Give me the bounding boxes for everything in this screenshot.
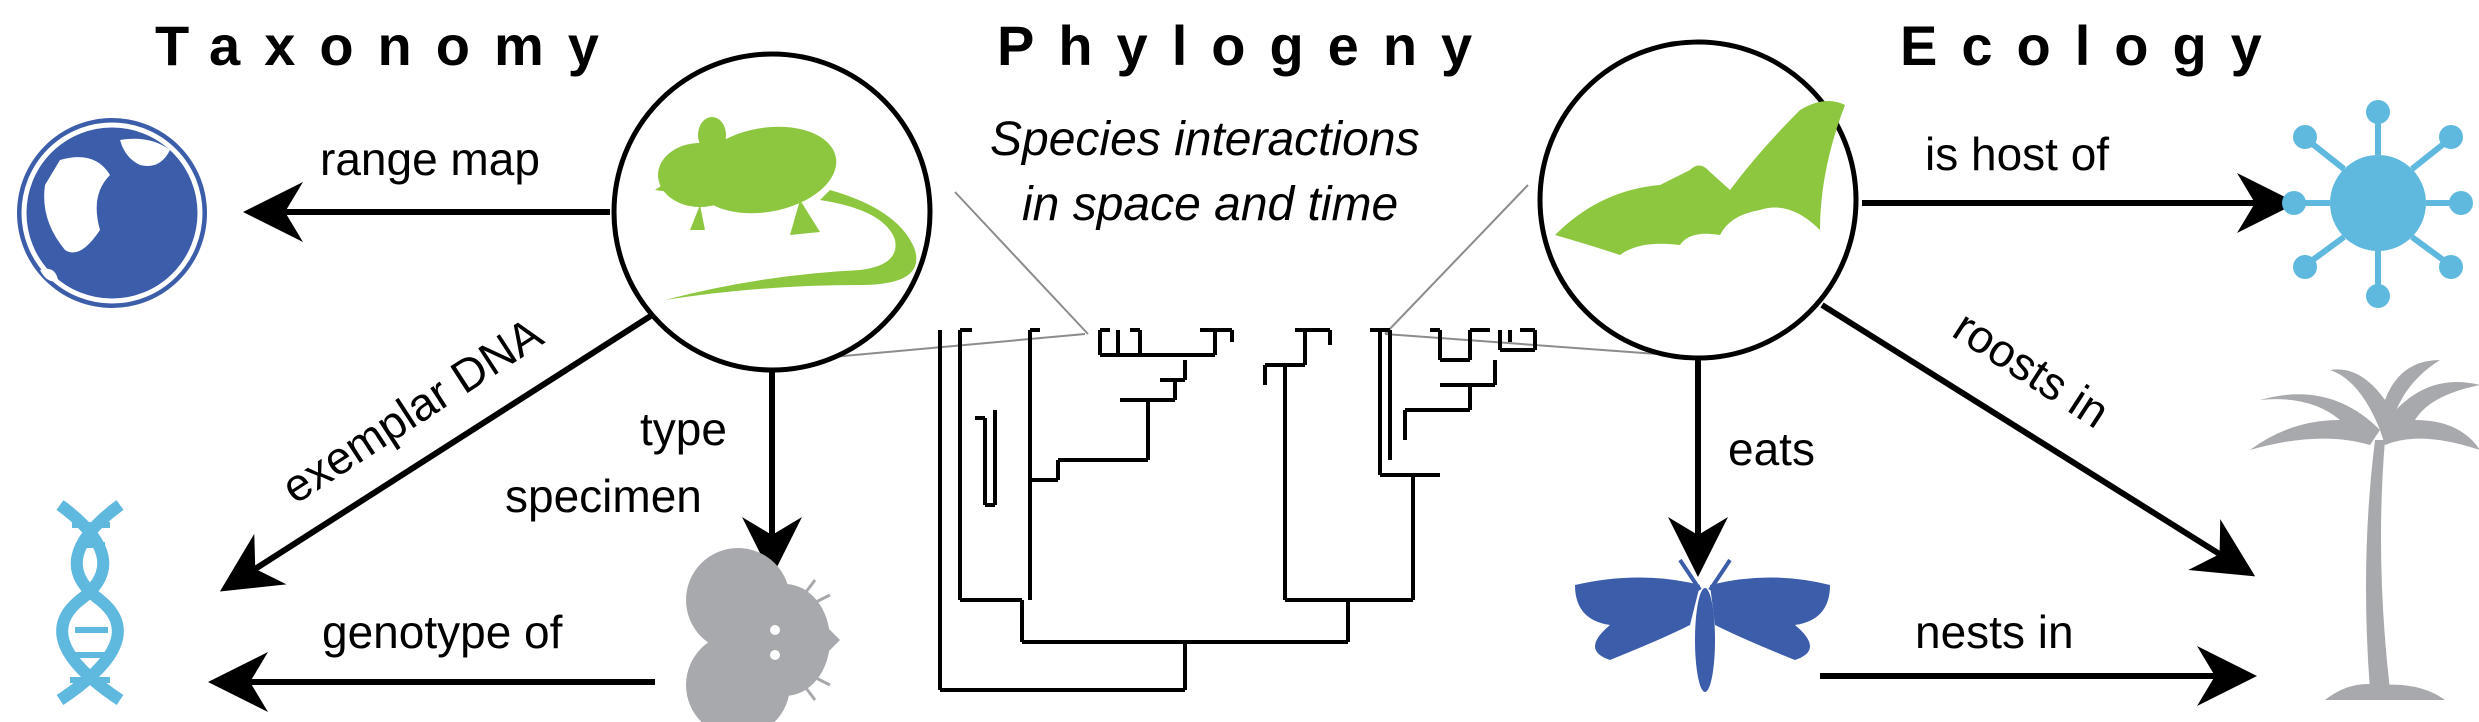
subtitle-line-1: Species interactions xyxy=(990,113,1420,166)
rodent-node xyxy=(611,51,933,373)
bat-node xyxy=(1537,39,1859,361)
subtitle-line-2: in space and time xyxy=(1022,178,1398,231)
edge-eats: eats xyxy=(1728,423,1815,475)
moth-icon xyxy=(1575,558,1830,692)
globe-icon xyxy=(17,118,207,308)
rodent-icon xyxy=(655,117,917,300)
arrows xyxy=(208,173,2297,712)
virus-icon xyxy=(2282,100,2473,308)
phylogenetic-tree xyxy=(938,328,1537,692)
dna-icon xyxy=(56,500,124,705)
edge-nests-in: nests in xyxy=(1915,606,2074,658)
edge-type-line-1: type xyxy=(640,403,727,455)
heading-phylogeny: Phylogeny xyxy=(997,14,1496,77)
heading-ecology: Ecology xyxy=(1900,14,2286,77)
edge-type-line-2: specimen xyxy=(505,470,702,522)
palm-tree-icon xyxy=(2250,360,2479,700)
edge-roosts-in: roosts in xyxy=(1945,300,2119,438)
heading-taxonomy: Taxonomy xyxy=(155,14,623,77)
mouse-specimen-icon xyxy=(686,548,840,722)
edge-is-host-of: is host of xyxy=(1925,128,2109,180)
edge-range-map: range map xyxy=(320,133,540,185)
edge-genotype-of: genotype of xyxy=(322,606,563,658)
bat-icon xyxy=(1555,101,1845,255)
